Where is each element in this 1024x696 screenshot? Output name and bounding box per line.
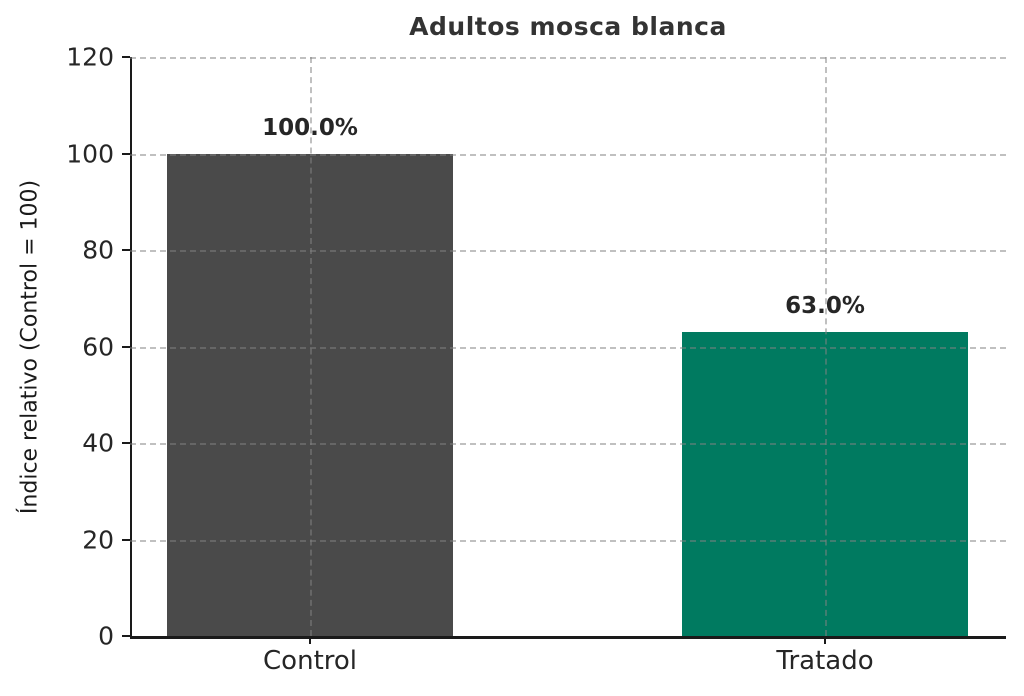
y-tick-mark-40: [122, 442, 130, 444]
chart-title: Adultos mosca blanca: [409, 12, 727, 41]
plot-area: [130, 57, 1006, 639]
y-tick-label-0: 0: [98, 621, 114, 651]
y-tick-label-120: 120: [66, 42, 114, 72]
h-gridline-80: [130, 250, 1006, 252]
v-gridline-tratado: [825, 57, 828, 636]
y-tick-mark-80: [122, 249, 130, 251]
v-gridline-control: [310, 57, 313, 636]
y-tick-mark-120: [122, 56, 130, 58]
y-tick-label-80: 80: [82, 235, 114, 265]
h-gridline-60: [130, 346, 1006, 349]
x-tick-mark-control: [309, 637, 312, 644]
y-tick-label-40: 40: [82, 428, 114, 458]
bar-tratado: [682, 332, 968, 636]
y-tick-mark-60: [122, 345, 130, 348]
x-tick-label-tratado: Tratado: [776, 646, 874, 676]
y-tick-mark-0: [122, 635, 130, 637]
y-tick-label-100: 100: [66, 139, 114, 168]
h-gridline-100: [130, 153, 1006, 156]
y-tick-label-60: 60: [82, 332, 114, 361]
y-tick-mark-20: [122, 538, 130, 541]
x-tick-mark-tratado: [824, 637, 827, 644]
value-label-tratado: 63.0%: [785, 293, 865, 320]
h-gridline-20: [130, 539, 1006, 542]
h-gridline-120: [130, 57, 1006, 59]
value-label-control: 100.0%: [262, 114, 358, 141]
y-tick-label-20: 20: [82, 525, 114, 554]
y-tick-mark-100: [122, 152, 130, 155]
h-gridline-40: [130, 443, 1006, 445]
bar-control: [167, 153, 453, 636]
x-axis-line: [130, 636, 1006, 639]
x-tick-label-control: Control: [263, 646, 358, 676]
